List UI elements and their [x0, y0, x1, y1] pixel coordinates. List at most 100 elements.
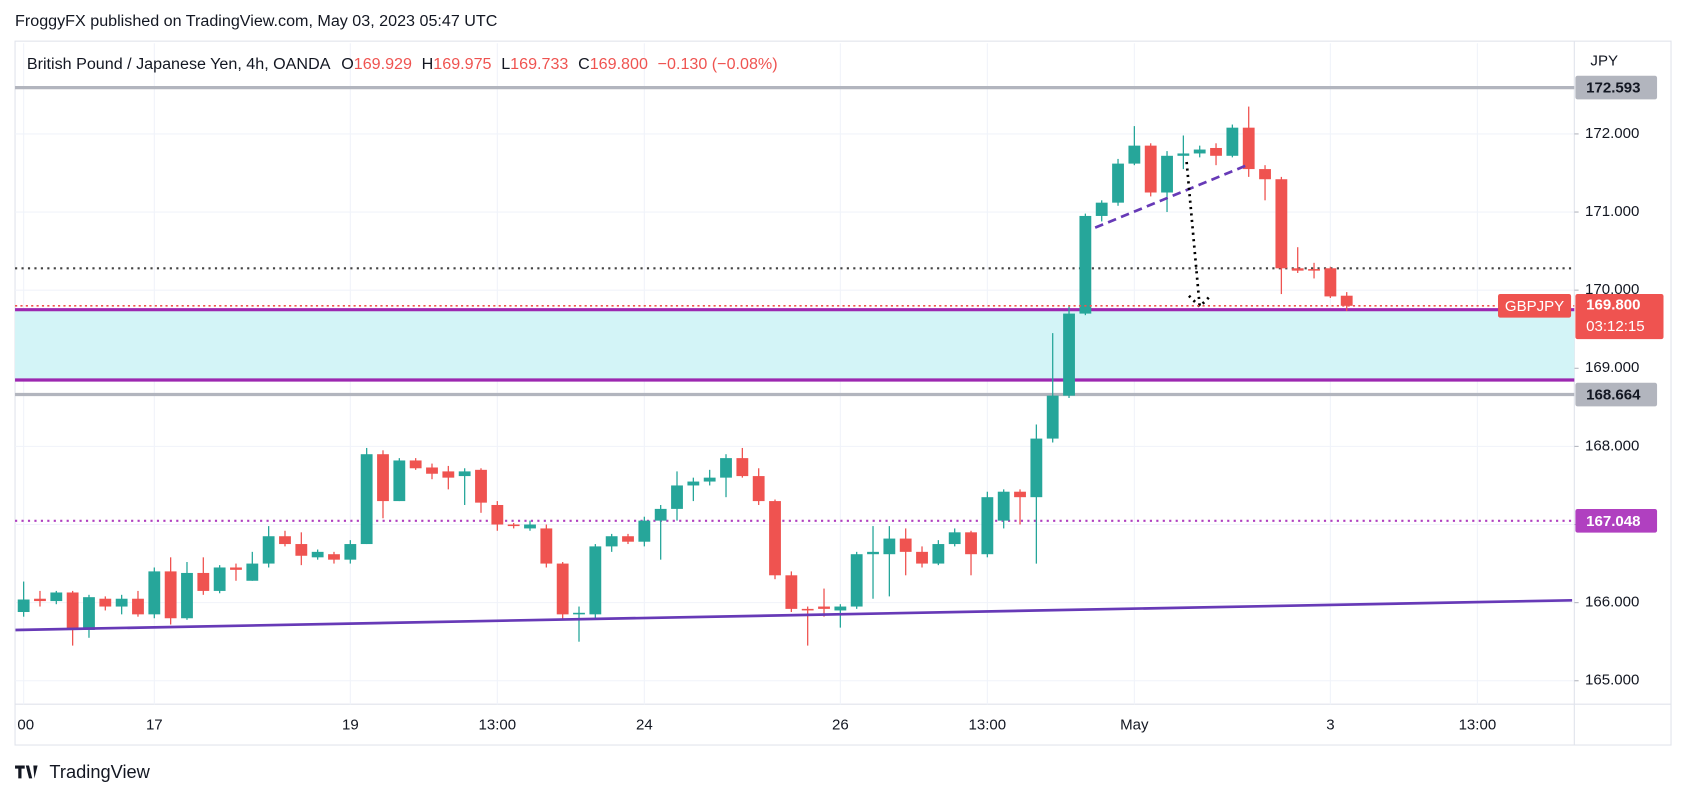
x-tick-label: 13:00 — [479, 717, 517, 734]
candle-body — [671, 485, 683, 509]
candle-body — [1340, 295, 1353, 306]
candle-body — [1210, 147, 1222, 156]
candle-body — [1128, 145, 1141, 164]
ohlc-value: 169.975 — [433, 55, 491, 73]
y-tick-label: 172.000 — [1585, 125, 1639, 142]
candle-body — [1063, 313, 1075, 396]
symbol-label: GBPJPY — [1505, 298, 1564, 315]
candle-body — [475, 469, 487, 503]
candle-body — [785, 575, 798, 609]
candle-body — [17, 599, 30, 613]
candle-body — [638, 520, 651, 542]
candle-body — [50, 592, 63, 602]
candle-body — [687, 481, 700, 486]
legend: British Pound / Japanese Yen, 4h, OANDA O… — [27, 55, 778, 73]
candle-body — [867, 551, 879, 555]
price-badge — [1575, 293, 1664, 340]
candle-body — [1177, 153, 1190, 156]
ohlc-value: 169.800 — [590, 55, 648, 73]
candle-body — [916, 551, 928, 564]
candle-body — [736, 458, 749, 477]
candle-body — [311, 551, 324, 558]
candle-body — [262, 536, 275, 564]
candle-body — [246, 563, 259, 581]
candle-body — [34, 598, 46, 602]
candle-body — [66, 592, 79, 630]
candle-body — [393, 460, 406, 502]
candle-body — [132, 598, 144, 615]
candle-body — [834, 606, 847, 611]
x-tick-label: 26 — [832, 717, 849, 734]
candle-body — [83, 597, 95, 630]
candle-body — [524, 524, 536, 529]
candle-body — [458, 471, 471, 477]
level-label: 172.593 — [1586, 80, 1640, 97]
candle-body — [540, 528, 553, 564]
candle-body — [1095, 202, 1108, 216]
trendline — [1185, 161, 1202, 307]
candle-body — [1046, 395, 1059, 439]
candle-body — [213, 567, 226, 591]
publisher: FroggyFX published on TradingView.com, M… — [15, 12, 498, 30]
candle-body — [507, 524, 520, 527]
candle-body — [605, 536, 618, 547]
ohlc-value: 169.929 — [354, 55, 412, 73]
candle-body — [1308, 269, 1320, 271]
symbol-badge — [1498, 293, 1572, 318]
candle-body — [1030, 438, 1043, 498]
candle-body — [720, 458, 732, 478]
candle-body — [932, 544, 945, 564]
brand: TradingView — [49, 761, 150, 782]
candle-body — [279, 536, 291, 545]
ohlc-value: 169.733 — [510, 55, 568, 73]
x-tick-label: 24 — [636, 717, 653, 734]
candle-body — [589, 546, 602, 615]
candle-body — [654, 508, 667, 521]
candle-body — [491, 504, 504, 525]
ohlc-key: L — [501, 55, 510, 73]
candle-body — [769, 501, 781, 576]
candle-body — [1275, 179, 1288, 269]
candle-body — [295, 544, 308, 556]
candle-body — [1161, 155, 1173, 193]
candle-body — [181, 572, 193, 619]
candle-body — [197, 572, 210, 591]
candle-body — [1014, 491, 1026, 498]
candle-body — [1193, 149, 1206, 154]
candle-body — [442, 471, 455, 478]
candle-body — [1259, 169, 1271, 180]
candle-body — [1112, 163, 1124, 203]
x-tick-label: 17 — [146, 717, 163, 734]
candle-body — [981, 497, 994, 555]
level-label: 167.048 — [1586, 513, 1640, 530]
candle-body — [703, 477, 716, 482]
candle-body — [948, 532, 961, 545]
level-badge — [1575, 382, 1658, 407]
y-tick-label: 165.000 — [1585, 672, 1639, 689]
ohlc-key: C — [578, 55, 590, 73]
y-tick-label: 168.000 — [1585, 437, 1639, 454]
candle-body — [1144, 145, 1157, 193]
candle-body — [622, 536, 634, 542]
legend-title: British Pound / Japanese Yen, 4h, OANDA — [27, 55, 331, 73]
candle-body — [328, 554, 340, 560]
candle-body — [99, 598, 112, 607]
candle-body — [997, 491, 1010, 521]
candle-body — [1079, 215, 1092, 314]
candle-body — [573, 612, 585, 615]
candle-body — [409, 460, 422, 469]
x-tick-label: May — [1120, 717, 1149, 734]
x-tick-label: 13:00 — [969, 717, 1007, 734]
x-tick-label: 19 — [342, 717, 359, 734]
candle-body — [377, 454, 389, 502]
candle-body — [850, 554, 863, 607]
countdown: 03:12:15 — [1586, 318, 1645, 335]
candle-body — [148, 571, 161, 615]
level-badge — [1575, 75, 1658, 100]
candle-body — [360, 454, 373, 545]
candle-body — [752, 476, 765, 502]
candle-body — [883, 538, 896, 555]
y-tick-label: 170.000 — [1585, 281, 1639, 298]
